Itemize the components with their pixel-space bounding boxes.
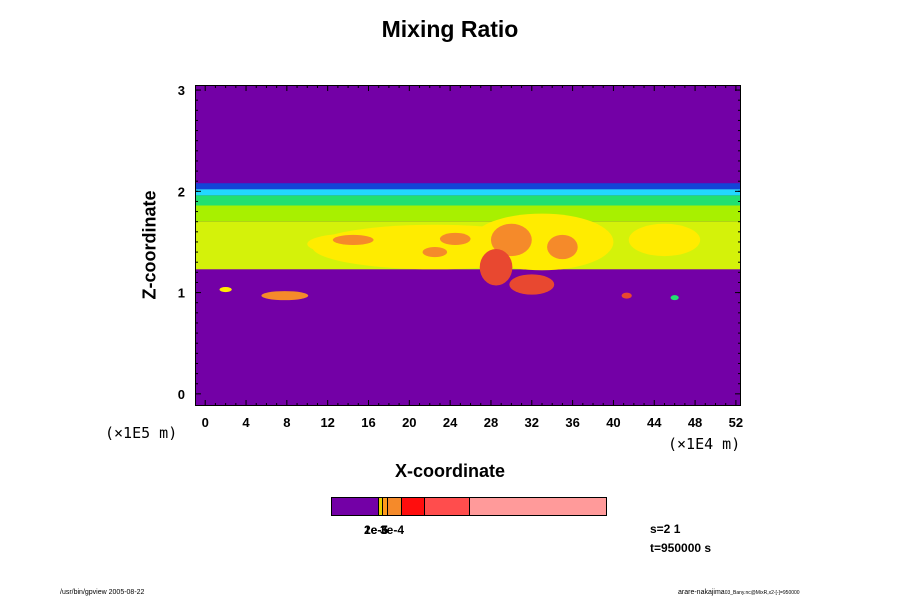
layer-band [196, 205, 740, 222]
y-tick-label: 0 [178, 387, 185, 402]
mixing-feature [439, 232, 471, 245]
x-tick-label: 8 [283, 415, 290, 430]
footer-right: arare-nakajima03_Bany.nc@MixR,x2-[-]=950… [678, 589, 800, 596]
x-tick-label: 20 [402, 415, 416, 430]
x-tick-label: 36 [565, 415, 579, 430]
mixing-feature [261, 291, 309, 301]
mixing-feature [670, 295, 679, 301]
mixing-feature [422, 247, 448, 258]
x-tick-label: 44 [647, 415, 662, 430]
colorbar [331, 497, 607, 516]
colorbar-segment [332, 498, 379, 515]
x-tick-label: 52 [729, 415, 743, 430]
mixing-feature [490, 223, 532, 257]
mixing-feature [479, 249, 513, 286]
x-tick-label: 16 [361, 415, 375, 430]
colorbar-segment [470, 498, 606, 515]
x-tick-label: 24 [443, 415, 458, 430]
x-tick-label: 48 [688, 415, 702, 430]
layer-band [196, 189, 740, 196]
x-tick-label: 0 [202, 415, 209, 430]
y-unit-label: (×1E5 m) [105, 424, 178, 442]
x-tick-label: 4 [242, 415, 250, 430]
colorbar-segment [425, 498, 471, 515]
colorbar-segment [378, 498, 383, 515]
x-tick-label: 12 [320, 415, 334, 430]
time-label: t=950000 s [650, 541, 712, 555]
mixing-feature [621, 292, 632, 299]
mixing-feature [332, 234, 374, 245]
step-label: s=2 1 [650, 522, 681, 536]
mixing-feature [628, 223, 701, 257]
layer-band [196, 195, 740, 206]
colorbar-tick-label: 2e-5 [364, 523, 389, 537]
x-tick-label: 40 [606, 415, 620, 430]
colorbar-tick-label: 1e-6 [364, 523, 389, 537]
mixing-feature [219, 287, 232, 293]
y-tick-label: 3 [178, 83, 185, 98]
x-axis-label: X-coordinate [394, 461, 505, 481]
y-tick-label: 1 [178, 286, 185, 301]
mixing-feature [547, 234, 578, 260]
x-unit-label: (×1E4 m) [668, 435, 741, 453]
x-tick-label: 28 [484, 415, 498, 430]
mixing-feature [509, 274, 555, 295]
colorbar-segment [387, 498, 402, 515]
chart-title: Mixing Ratio [381, 16, 519, 42]
y-axis-label: Z-coordinate [139, 190, 160, 300]
colorbar-segment [382, 498, 388, 515]
footer-left: /usr/bin/gpview 2005-08-22 [60, 589, 145, 596]
x-tick-label: 32 [525, 415, 539, 430]
layer-band [196, 183, 740, 190]
y-tick-label: 2 [178, 184, 185, 199]
colorbar-segment [401, 498, 426, 515]
colorbar-tick-label: 3e-4 [380, 523, 405, 537]
